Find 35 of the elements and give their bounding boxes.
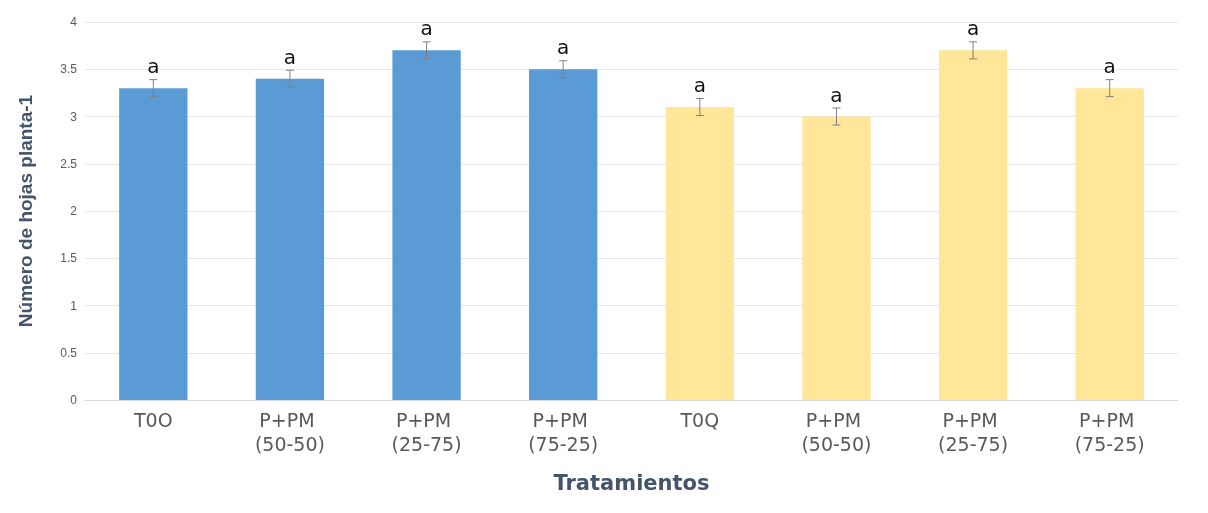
data-label: a bbox=[283, 44, 297, 69]
y-tick-label: 2 bbox=[70, 204, 78, 218]
y-tick-label: 4 bbox=[70, 15, 78, 29]
data-label: a bbox=[420, 16, 433, 41]
bar bbox=[529, 69, 598, 400]
x-tick-label: P+PM (50-50) bbox=[801, 409, 872, 455]
bar bbox=[255, 78, 325, 400]
data-label: a bbox=[1103, 54, 1116, 79]
data-label: a bbox=[557, 35, 570, 60]
x-axis-title: Tratamientos bbox=[553, 470, 710, 495]
data-label: a bbox=[966, 16, 980, 41]
data-label: a bbox=[693, 73, 706, 98]
x-tick-label: P+PM (25-75) bbox=[938, 409, 1009, 455]
y-tick-label: 2.5 bbox=[60, 156, 78, 171]
bar bbox=[392, 50, 461, 400]
bar bbox=[665, 107, 734, 400]
data-label: a bbox=[830, 82, 843, 107]
bar bbox=[119, 88, 188, 400]
x-tick-label: T0Q bbox=[679, 409, 720, 431]
y-tick-label: 3.5 bbox=[60, 62, 78, 77]
bar bbox=[1075, 88, 1144, 400]
data-label: a bbox=[147, 54, 160, 79]
bar bbox=[802, 116, 871, 400]
x-tick-label: P+PM (25-75) bbox=[391, 409, 462, 455]
y-tick-label: 3 bbox=[70, 109, 78, 124]
bar bbox=[938, 50, 1008, 400]
y-tick-label: 1 bbox=[70, 298, 78, 313]
x-tick-label: P+PM (50-50) bbox=[254, 409, 325, 455]
x-tick-label: T0O bbox=[132, 409, 173, 431]
x-tick-label: P+PM (75-25) bbox=[1074, 409, 1145, 455]
y-tick-label: 1.5 bbox=[60, 251, 78, 266]
x-tick-label: P+PM (75-25) bbox=[528, 409, 599, 455]
y-axis-title: Número de hojas planta-1 bbox=[15, 94, 36, 328]
y-tick-label: 0.5 bbox=[60, 345, 78, 360]
y-tick-label: 0 bbox=[70, 393, 78, 407]
